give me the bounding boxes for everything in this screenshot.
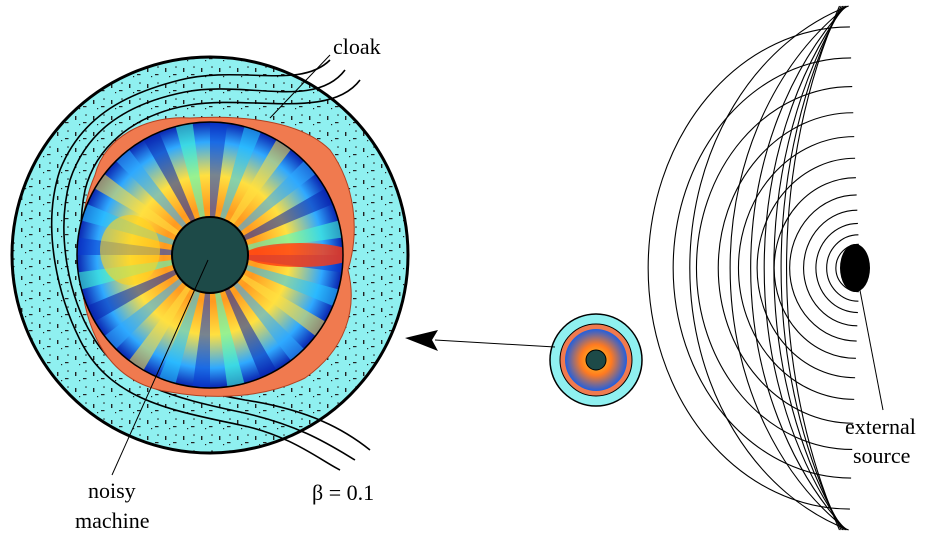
contour-line bbox=[672, 57, 852, 479]
contour-line bbox=[786, 5, 841, 531]
contour-line bbox=[737, 136, 855, 400]
contour-line bbox=[773, 5, 844, 531]
field-contour-lines bbox=[647, 5, 860, 531]
beta-label: β = 0.1 bbox=[312, 480, 374, 505]
external-source-marker bbox=[840, 244, 870, 292]
acoustic-field-map bbox=[77, 122, 343, 388]
external-label: external bbox=[845, 414, 916, 439]
machine-leader-line bbox=[111, 259, 209, 476]
contour-line bbox=[780, 5, 842, 531]
noisy-label: noisy bbox=[88, 478, 136, 503]
contour-line bbox=[789, 194, 857, 342]
cloak-leader-line bbox=[269, 54, 331, 119]
contour-line bbox=[763, 5, 845, 531]
noisy-machine-core bbox=[171, 216, 249, 294]
contour-line bbox=[729, 5, 848, 531]
source-label: source bbox=[853, 443, 910, 468]
small-cloak bbox=[549, 313, 643, 407]
source-leader-line bbox=[857, 279, 884, 411]
contour-line bbox=[647, 26, 850, 510]
contour-line bbox=[689, 5, 849, 531]
machine-label: machine bbox=[75, 508, 150, 533]
zoom-arrow bbox=[405, 330, 556, 351]
contour-line bbox=[756, 157, 856, 379]
contour-line bbox=[750, 5, 847, 531]
contour-line bbox=[803, 209, 858, 327]
cloak-label: cloak bbox=[333, 34, 381, 59]
cloak-device bbox=[10, 55, 410, 471]
contour-line bbox=[696, 86, 853, 450]
contour-line bbox=[815, 222, 858, 314]
contour-line bbox=[826, 234, 859, 302]
